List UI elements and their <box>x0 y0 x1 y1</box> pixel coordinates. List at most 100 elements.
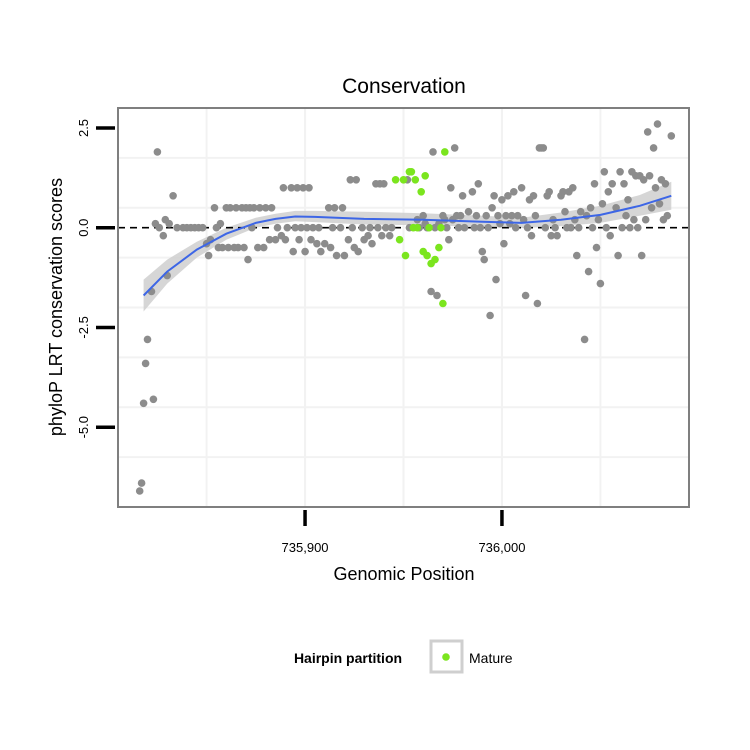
data-point-mature <box>407 168 416 176</box>
data-point-other <box>330 204 339 212</box>
data-point-other <box>374 223 382 232</box>
data-point-mature <box>391 176 400 184</box>
data-point-other <box>647 204 656 212</box>
data-point-other <box>380 180 388 188</box>
data-point-other <box>458 192 467 200</box>
data-point-other <box>567 223 575 232</box>
data-point-other <box>279 184 288 192</box>
data-point-other <box>137 479 146 487</box>
data-point-other <box>598 200 607 208</box>
data-point-other <box>600 168 609 176</box>
data-point-other <box>521 291 530 300</box>
data-point-other <box>149 395 158 404</box>
data-point-other <box>460 223 469 232</box>
data-point-other <box>492 275 500 284</box>
axes: 735,900 736,000 2.5 0.0 -2.5 -5.0 <box>76 107 690 555</box>
data-point-other <box>143 335 152 344</box>
data-point-other <box>173 223 181 232</box>
data-point-other <box>204 251 213 260</box>
data-point-other <box>517 184 526 192</box>
data-point-mature <box>401 251 410 260</box>
data-point-other <box>468 188 477 196</box>
data-point-other <box>545 188 553 196</box>
data-point-other <box>653 120 662 128</box>
data-point-other <box>271 235 280 244</box>
data-point-other <box>637 251 646 260</box>
y-tick-label: 2.5 <box>76 119 91 137</box>
legend-title: Hairpin partition <box>294 650 402 666</box>
data-point-mature <box>411 176 420 184</box>
data-point-other <box>267 204 276 212</box>
data-point-other <box>486 311 494 320</box>
data-point-other <box>510 188 518 196</box>
data-point-other <box>472 211 481 220</box>
data-point-other <box>584 267 593 276</box>
data-point-other <box>433 291 441 300</box>
data-point-other <box>261 204 270 212</box>
data-point-mature <box>437 223 445 232</box>
y-tick-label: -2.5 <box>76 316 91 338</box>
data-point-other <box>161 215 170 224</box>
data-point-other <box>332 251 341 260</box>
data-point-other <box>606 231 614 240</box>
data-point-other <box>592 243 601 252</box>
data-point-other <box>474 180 483 188</box>
data-point-other <box>281 235 290 244</box>
data-point-other <box>551 223 559 232</box>
data-point-other <box>529 192 538 200</box>
data-point-other <box>490 192 498 200</box>
x-tick-label: 735,900 <box>282 540 329 555</box>
data-point-other <box>328 223 337 232</box>
data-point-other <box>604 188 613 196</box>
data-point-other <box>293 184 302 192</box>
data-point-other <box>573 251 581 260</box>
data-point-other <box>313 239 321 248</box>
data-point-other <box>291 223 300 232</box>
data-point-other <box>287 184 296 192</box>
data-point-other <box>488 204 496 212</box>
smooth-trend-line <box>142 194 672 297</box>
confidence-band <box>143 181 672 312</box>
data-point-other <box>663 211 672 220</box>
data-point-other <box>588 223 597 232</box>
data-point-other <box>511 223 520 232</box>
data-point-other <box>639 176 648 184</box>
data-point-other <box>326 243 335 252</box>
data-point-other <box>354 247 363 256</box>
data-point-mature <box>421 172 430 180</box>
data-point-other <box>216 219 225 228</box>
confidence-band-area <box>143 181 672 312</box>
data-point-other <box>315 223 323 232</box>
data-point-other <box>620 180 628 188</box>
data-point-other <box>141 359 150 368</box>
data-point-other <box>139 399 148 408</box>
y-tick-label: 0.0 <box>76 219 91 237</box>
data-point-other <box>641 215 650 224</box>
data-point-other <box>297 223 305 232</box>
data-point-other <box>250 204 258 212</box>
data-point-other <box>320 239 329 248</box>
data-point-mature <box>395 235 404 244</box>
data-point-other <box>523 223 532 232</box>
data-point-other <box>559 188 567 196</box>
data-point-other <box>240 243 248 252</box>
data-point-other <box>299 184 307 192</box>
data-point-other <box>630 215 638 224</box>
data-point-other <box>385 231 394 240</box>
data-point-other <box>576 207 585 216</box>
data-point-other <box>500 239 508 248</box>
data-point-other <box>387 223 396 232</box>
data-point-mature <box>439 299 447 308</box>
data-point-other <box>590 180 599 188</box>
data-point-other <box>340 251 349 260</box>
data-point-other <box>443 223 451 232</box>
data-point-other <box>614 251 622 260</box>
data-point-other <box>232 204 240 212</box>
data-point-other <box>344 235 353 244</box>
data-point-other <box>476 223 485 232</box>
data-point-other <box>419 211 428 220</box>
data-point-other <box>445 235 453 244</box>
data-point-other <box>283 223 292 232</box>
data-point-other <box>569 184 577 192</box>
data-point-other <box>198 223 207 232</box>
